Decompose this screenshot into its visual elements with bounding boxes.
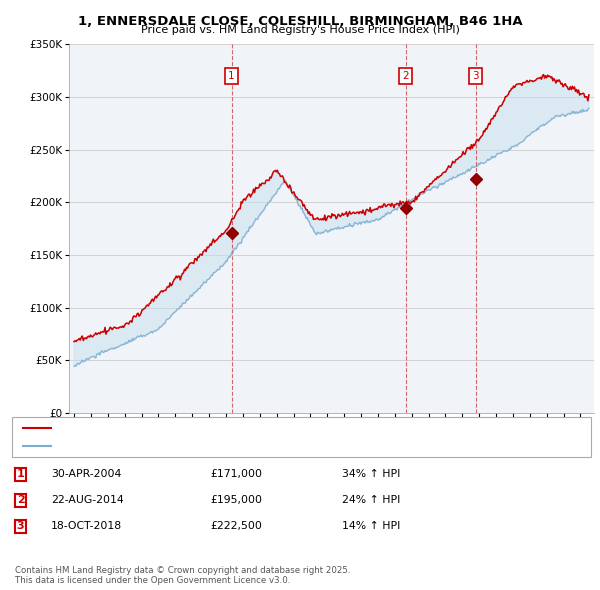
Text: 22-AUG-2014: 22-AUG-2014 bbox=[51, 496, 124, 505]
Text: 2: 2 bbox=[402, 71, 409, 81]
Text: 3: 3 bbox=[17, 522, 25, 531]
Text: 1: 1 bbox=[17, 470, 25, 479]
Text: 30-APR-2004: 30-APR-2004 bbox=[51, 470, 121, 479]
Text: 3: 3 bbox=[472, 71, 479, 81]
Text: £222,500: £222,500 bbox=[210, 522, 262, 531]
Text: 34% ↑ HPI: 34% ↑ HPI bbox=[342, 470, 400, 479]
Text: 18-OCT-2018: 18-OCT-2018 bbox=[51, 522, 122, 531]
Text: Price paid vs. HM Land Registry's House Price Index (HPI): Price paid vs. HM Land Registry's House … bbox=[140, 25, 460, 35]
Text: £195,000: £195,000 bbox=[210, 496, 262, 505]
Text: 14% ↑ HPI: 14% ↑ HPI bbox=[342, 522, 400, 531]
Text: 24% ↑ HPI: 24% ↑ HPI bbox=[342, 496, 400, 505]
Text: HPI: Average price, semi-detached house, North Warwickshire: HPI: Average price, semi-detached house,… bbox=[57, 441, 352, 451]
Text: 1, ENNERSDALE CLOSE, COLESHILL, BIRMINGHAM, B46 1HA (semi-detached house): 1, ENNERSDALE CLOSE, COLESHILL, BIRMINGH… bbox=[57, 424, 452, 433]
Text: 2: 2 bbox=[17, 496, 25, 505]
Text: £171,000: £171,000 bbox=[210, 470, 262, 479]
Text: 1: 1 bbox=[228, 71, 235, 81]
Text: 1, ENNERSDALE CLOSE, COLESHILL, BIRMINGHAM, B46 1HA: 1, ENNERSDALE CLOSE, COLESHILL, BIRMINGH… bbox=[77, 15, 523, 28]
Text: Contains HM Land Registry data © Crown copyright and database right 2025.
This d: Contains HM Land Registry data © Crown c… bbox=[15, 566, 350, 585]
